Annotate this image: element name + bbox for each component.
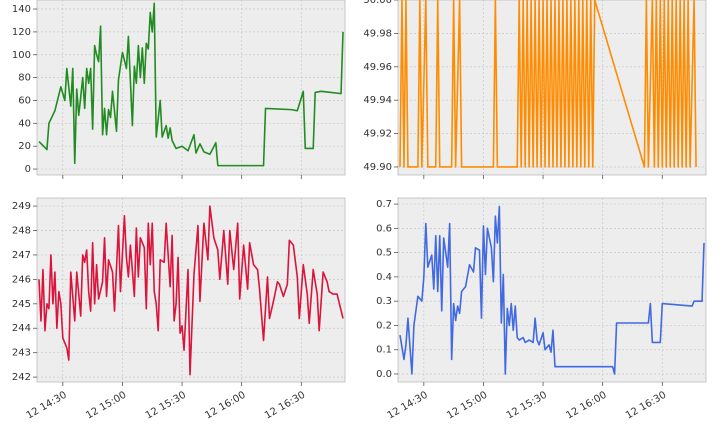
y-tick-label: 0.7 <box>376 199 392 210</box>
plot-area <box>36 0 346 176</box>
y-tick-label: 0.3 <box>376 296 392 307</box>
y-tick-label: 49.96 <box>363 62 392 73</box>
y-tick-label: 49.94 <box>363 95 392 106</box>
y-tick-label: 247 <box>12 250 31 261</box>
y-tick-label: 245 <box>12 299 31 310</box>
y-tick-label: 80 <box>18 73 31 84</box>
y-tick-label: 50.00 <box>363 0 392 6</box>
subplot: 242 243 244 245 246 247 248 249 12 14:30 12 15:00… <box>12 197 346 422</box>
plot-area <box>397 197 707 383</box>
y-tick-label: 120 <box>12 27 31 38</box>
y-tick-label: 0 <box>25 164 31 175</box>
x-tick-label: 12 14:30 <box>25 390 69 422</box>
x-tick-label: 12 15:30 <box>144 390 188 422</box>
y-tick-label: 242 <box>12 372 31 383</box>
y-tick-label: 249 <box>12 201 31 212</box>
data-line <box>38 2 344 167</box>
y-tick-label: 0.6 <box>376 223 392 234</box>
y-tick-label: 244 <box>12 323 31 334</box>
y-tick-label: 49.92 <box>363 129 392 140</box>
x-tick-label: 12 16:00 <box>564 390 608 422</box>
data-line <box>399 205 705 375</box>
x-tick-label: 12 16:30 <box>263 390 307 422</box>
y-tick-label: 0.4 <box>376 272 392 283</box>
subplot: 0 20 40 60 80 100 120 140 <box>12 0 346 179</box>
y-tick-label: 49.98 <box>363 28 392 39</box>
y-tick-label: 100 <box>12 50 31 61</box>
y-tick-label: 243 <box>12 348 31 359</box>
x-tick-label: 12 15:00 <box>84 390 128 422</box>
x-tick-label: 12 16:00 <box>203 390 247 422</box>
y-tick-label: 0.5 <box>376 248 392 259</box>
data-line <box>399 0 697 168</box>
y-tick-label: 20 <box>18 141 31 152</box>
y-tick-label: 0.1 <box>376 345 392 356</box>
y-tick-label: 248 <box>12 225 31 236</box>
y-tick-label: 246 <box>12 274 31 285</box>
y-tick-label: 0.2 <box>376 320 392 331</box>
y-tick-label: 140 <box>12 4 31 15</box>
y-tick-label: 40 <box>18 118 31 129</box>
y-tick-label: 49.90 <box>363 162 392 173</box>
y-tick-label: 0.0 <box>376 369 392 380</box>
x-tick-label: 12 16:30 <box>624 390 668 422</box>
x-tick-label: 12 15:30 <box>505 390 549 422</box>
x-tick-label: 12 14:30 <box>386 390 430 422</box>
y-tick-label: 60 <box>18 95 31 106</box>
data-line <box>38 205 344 376</box>
subplot: 0.0 0.1 0.2 0.3 0.4 0.5 0.6 0.7 12 14:30 12 15:00… <box>376 197 707 422</box>
x-tick-label: 12 15:00 <box>445 390 489 422</box>
subplot: 49.90 49.92 49.94 49.96 49.98 50.00 <box>363 0 707 179</box>
